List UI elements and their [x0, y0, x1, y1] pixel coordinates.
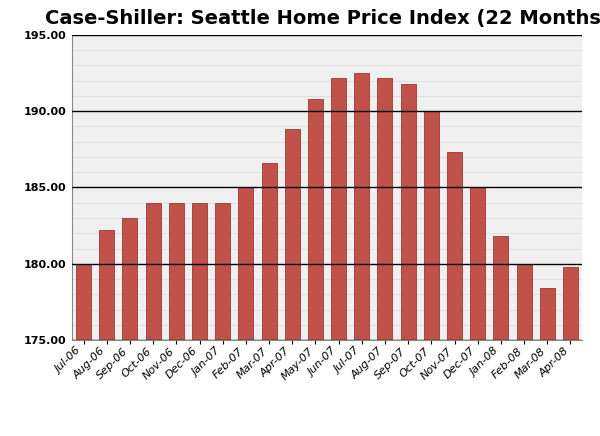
Bar — [354, 73, 370, 340]
Bar — [76, 264, 91, 340]
Bar — [284, 129, 300, 340]
Bar — [470, 187, 485, 340]
Bar — [517, 264, 532, 340]
Bar — [377, 78, 392, 340]
Bar — [424, 111, 439, 340]
Bar — [215, 203, 230, 340]
Bar — [238, 187, 253, 340]
Bar — [192, 203, 207, 340]
Bar — [262, 163, 277, 340]
Bar — [493, 236, 508, 340]
Bar — [539, 288, 555, 340]
Bar — [169, 203, 184, 340]
Bar — [308, 99, 323, 340]
Bar — [447, 152, 462, 340]
Bar — [146, 203, 161, 340]
Bar — [401, 84, 416, 340]
Bar — [99, 230, 115, 340]
Title: Case-Shiller: Seattle Home Price Index (22 Months): Case-Shiller: Seattle Home Price Index (… — [44, 9, 600, 28]
Bar — [122, 218, 137, 340]
Bar — [563, 267, 578, 340]
Bar — [331, 78, 346, 340]
